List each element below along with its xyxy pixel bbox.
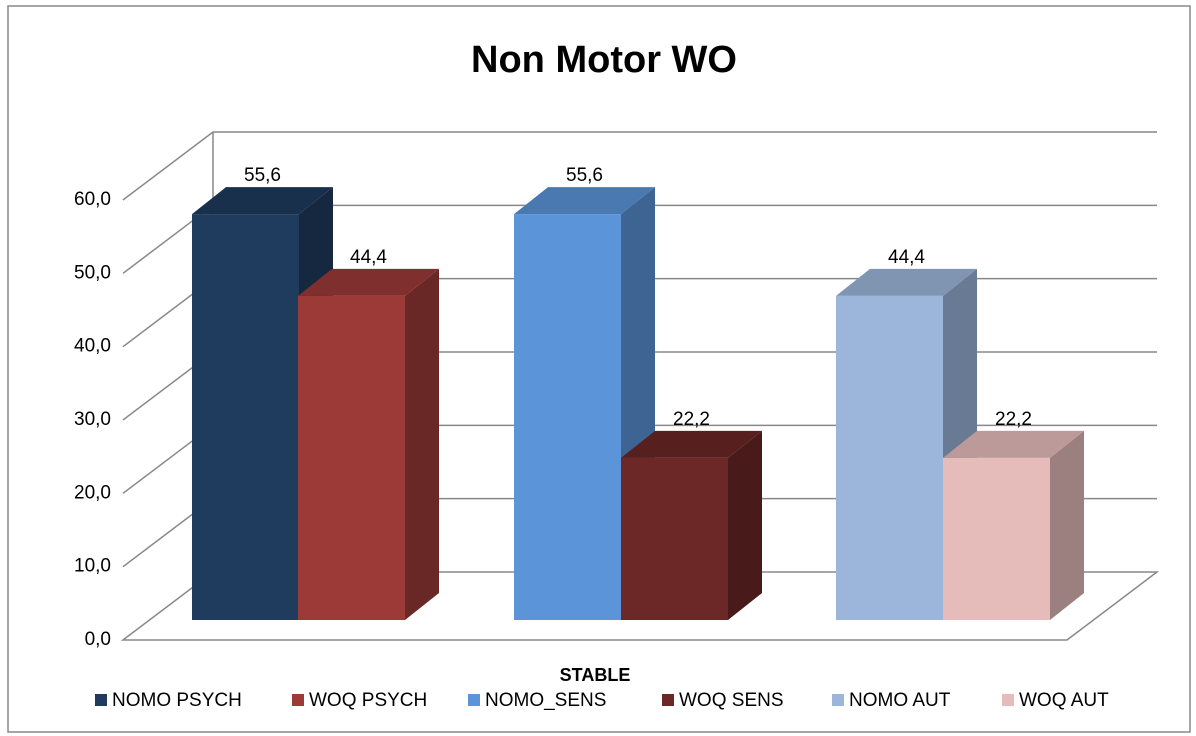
- legend-swatch: [468, 694, 480, 706]
- legend-swatch: [1002, 694, 1014, 706]
- y-tick-label: 50,0: [74, 262, 111, 283]
- legend-label: WOQ PSYCH: [309, 690, 427, 711]
- bar-top: [514, 187, 655, 215]
- bar-top: [836, 268, 977, 296]
- data-label: 22,2: [995, 409, 1032, 430]
- bar: [192, 214, 299, 620]
- legend-label: NOMO AUT: [849, 690, 951, 711]
- legend-label: WOQ AUT: [1019, 690, 1109, 711]
- data-label: 22,2: [673, 409, 710, 430]
- bar-side: [728, 430, 762, 620]
- legend-swatch: [832, 694, 844, 706]
- bar-side: [405, 268, 439, 620]
- data-label: 44,4: [350, 247, 387, 268]
- bar-top: [298, 268, 439, 296]
- legend-label: WOQ SENS: [679, 690, 784, 711]
- legend-label: NOMO PSYCH: [112, 690, 242, 711]
- y-tick-label: 0,0: [85, 629, 111, 650]
- bar: [298, 295, 405, 620]
- bar: [621, 457, 728, 620]
- bar: [836, 295, 943, 620]
- y-tick-label: 60,0: [74, 189, 111, 210]
- y-tick-label: 10,0: [74, 556, 111, 577]
- data-label: 55,6: [566, 165, 603, 186]
- legend-swatch: [662, 694, 674, 706]
- bar-side: [1050, 430, 1084, 620]
- bar: [943, 457, 1050, 620]
- bar-top: [621, 430, 762, 458]
- legend-label: NOMO_SENS: [485, 690, 606, 711]
- bar: [514, 214, 621, 620]
- y-tick-label: 20,0: [74, 482, 111, 503]
- category-label: STABLE: [560, 665, 631, 685]
- data-label: 44,4: [888, 247, 925, 268]
- bar-top: [192, 187, 333, 215]
- bar-top: [943, 430, 1084, 458]
- chart-title: Non Motor WO: [471, 39, 737, 81]
- data-label: 55,6: [244, 165, 281, 186]
- y-tick-label: 30,0: [74, 409, 111, 430]
- y-tick-label: 40,0: [74, 336, 111, 357]
- legend-swatch: [292, 694, 304, 706]
- legend-swatch: [95, 694, 107, 706]
